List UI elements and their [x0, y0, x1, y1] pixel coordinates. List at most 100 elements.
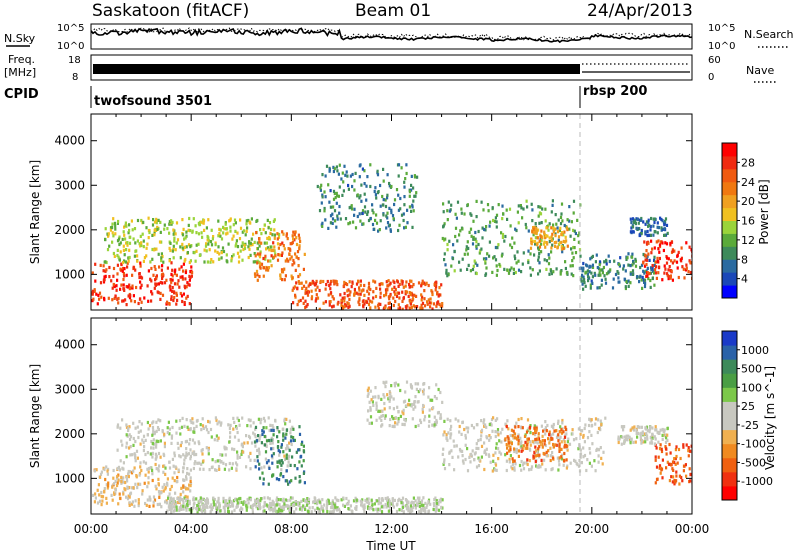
heatmap-cell — [186, 471, 189, 475]
heatmap-cell — [172, 505, 176, 509]
heatmap-cell — [572, 256, 575, 260]
heatmap-cell — [403, 203, 406, 207]
heatmap-cell — [460, 432, 463, 436]
heatmap-cell — [371, 503, 374, 507]
heatmap-cell — [537, 272, 540, 276]
heatmap-cell — [248, 220, 251, 224]
heatmap-cell — [368, 421, 371, 425]
heatmap-cell — [447, 273, 450, 277]
heatmap-cell — [113, 221, 116, 225]
heatmap-cell — [408, 284, 412, 289]
heatmap-cell — [643, 284, 647, 289]
heatmap-cell — [232, 253, 235, 257]
heatmap-cell — [382, 393, 385, 397]
heatmap-cell — [219, 509, 222, 513]
heatmap-cell — [580, 275, 583, 279]
heatmap-cell — [163, 227, 166, 231]
heatmap-cell — [532, 227, 535, 231]
heatmap-cell — [146, 451, 149, 455]
heatmap-cell — [382, 505, 385, 509]
heatmap-cell — [279, 473, 282, 477]
heatmap-cell — [178, 285, 181, 289]
heatmap-cell — [650, 438, 653, 442]
heatmap-cell — [440, 505, 443, 509]
heatmap-cell — [669, 241, 672, 245]
heatmap-cell — [171, 220, 174, 224]
heatmap-cell — [397, 420, 400, 424]
heatmap-cell — [513, 241, 516, 245]
heatmap-cell — [292, 286, 295, 290]
heatmap-cell — [383, 395, 386, 399]
heatmap-cell — [377, 502, 380, 506]
heatmap-cell — [158, 240, 162, 244]
heatmap-cell — [147, 216, 150, 220]
heatmap-cell — [180, 265, 183, 269]
heatmap-cell — [220, 256, 223, 260]
heatmap-cell — [495, 225, 498, 229]
heatmap-cell — [661, 476, 664, 480]
heatmap-cell — [512, 429, 515, 433]
heatmap-cell — [148, 230, 151, 235]
heatmap-cell — [540, 235, 544, 240]
heatmap-cell — [540, 229, 543, 233]
heatmap-cell — [558, 456, 561, 460]
heatmap-cell — [625, 279, 628, 284]
heatmap-cell — [523, 434, 527, 438]
heatmap-cell — [151, 472, 154, 476]
heatmap-cell — [653, 442, 657, 446]
heatmap-cell — [283, 457, 287, 462]
heatmap-cell — [410, 507, 413, 511]
heatmap-cell — [293, 238, 296, 242]
heatmap-cell — [538, 221, 541, 225]
heatmap-cell — [105, 465, 108, 469]
heatmap-cell — [332, 189, 336, 193]
heatmap-cell — [513, 466, 516, 470]
heatmap-cell — [231, 462, 234, 466]
heatmap-cell — [526, 437, 529, 441]
heatmap-cell — [617, 435, 620, 439]
heatmap-cell — [408, 306, 411, 310]
heatmap-cell — [278, 459, 281, 463]
heatmap-cell — [116, 272, 119, 276]
heatmap-cell — [98, 291, 102, 295]
heatmap-cell — [516, 210, 519, 214]
heatmap-cell — [154, 452, 157, 456]
heatmap-cell — [225, 499, 228, 503]
heatmap-cell — [213, 438, 216, 442]
heatmap-cell — [340, 498, 343, 502]
heatmap-cell — [658, 466, 661, 470]
heatmap-cell — [403, 180, 406, 184]
heatmap-cell — [287, 460, 290, 464]
heatmap-cell — [520, 440, 523, 444]
heatmap-cell — [334, 219, 337, 223]
heatmap-cell — [397, 163, 401, 167]
heatmap-cell — [521, 216, 524, 220]
heatmap-cell — [331, 217, 335, 221]
heatmap-cell — [198, 253, 201, 257]
heatmap-cell — [367, 409, 370, 413]
heatmap-cell — [629, 281, 632, 285]
heatmap-cell — [299, 239, 302, 244]
heatmap-cell — [391, 497, 394, 501]
heatmap-cell — [503, 267, 506, 271]
heatmap-cell — [369, 287, 372, 292]
heatmap-cell — [552, 456, 555, 460]
heatmap-cell — [235, 426, 238, 430]
heatmap-cell — [332, 169, 335, 174]
heatmap-cell — [442, 202, 445, 206]
heatmap-cell — [207, 218, 210, 222]
heatmap-cell — [368, 400, 371, 404]
heatmap-cell — [189, 275, 192, 280]
heatmap-cell — [446, 248, 449, 252]
heatmap-cell — [561, 219, 564, 223]
heatmap-cell — [225, 447, 228, 451]
heatmap-cell — [223, 506, 226, 511]
heatmap-cell — [213, 503, 216, 507]
heatmap-cell — [199, 423, 202, 427]
heatmap-cell — [634, 264, 638, 268]
heatmap-cell — [434, 509, 437, 513]
heatmap-cell — [241, 416, 244, 420]
heatmap-cell — [298, 246, 301, 250]
heatmap-cell — [303, 252, 306, 256]
heatmap-cell — [541, 207, 544, 211]
